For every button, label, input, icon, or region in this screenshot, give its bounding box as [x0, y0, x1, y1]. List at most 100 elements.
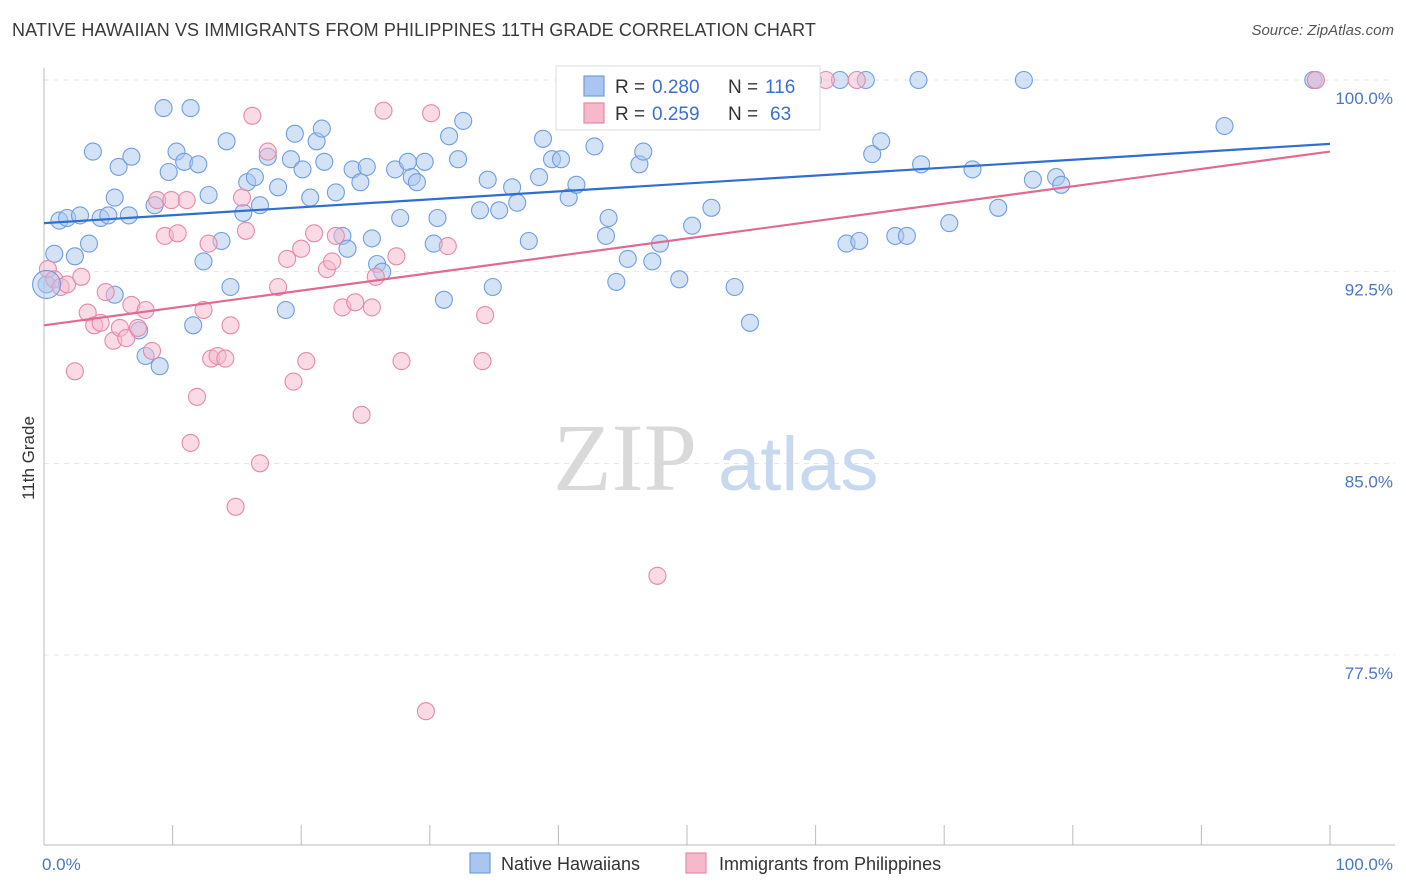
point-1-55: [438, 237, 457, 256]
point-0-6: [79, 234, 99, 253]
point-0-61: [428, 208, 447, 228]
point-0-98: [850, 231, 869, 251]
bottom-legend-swatch-philippines: [685, 852, 707, 874]
point-0-113: [1215, 116, 1234, 136]
point-0-51: [362, 229, 381, 248]
point-0-9: [99, 206, 118, 225]
point-0-66: [470, 201, 490, 220]
point-1-47: [352, 405, 371, 424]
y-axis-title: 11th Grade: [19, 416, 38, 500]
point-0-31: [234, 203, 253, 222]
watermark-atlas: atlas: [718, 422, 879, 507]
point-0-12: [109, 157, 128, 176]
point-0-36: [269, 178, 288, 197]
point-1-43: [323, 252, 342, 271]
point-0-109: [1014, 70, 1033, 90]
point-1-31: [232, 188, 252, 207]
y-tick-label-0: 77.5%: [1345, 664, 1393, 683]
point-1-50: [374, 101, 393, 120]
point-1-33: [243, 106, 262, 125]
point-0-1: [45, 244, 64, 263]
point-1-23: [187, 387, 207, 406]
legend-r-label-2: R =: [615, 104, 645, 125]
point-1-35: [258, 142, 277, 161]
point-0-82: [599, 208, 618, 228]
watermark-zip: ZIP: [553, 404, 697, 511]
point-1-34: [250, 454, 270, 473]
point-0-72: [519, 231, 538, 251]
point-1-61: [847, 70, 866, 90]
trend-line-0: [43, 142, 1331, 225]
point-1-62: [1306, 70, 1325, 90]
point-0-101: [872, 132, 891, 151]
point-0-112: [1052, 175, 1071, 194]
data-points: [32, 70, 1325, 721]
point-0-85: [618, 249, 637, 268]
point-0-100: [863, 145, 882, 164]
point-1-54: [422, 104, 441, 123]
point-0-14: [122, 147, 141, 166]
point-0-91: [683, 216, 702, 235]
point-1-16: [142, 341, 162, 360]
legend-r-value-2: 0.259: [652, 104, 700, 125]
trend-line-1: [43, 150, 1331, 327]
legend-n-value-2: 63: [770, 104, 791, 125]
point-1-30: [226, 497, 245, 516]
point-0-83: [607, 272, 626, 291]
x-tick-label-0: 0.0%: [42, 855, 81, 874]
point-0-20: [159, 162, 178, 182]
legend-swatch-philippines: [583, 102, 605, 124]
point-1-24: [194, 300, 213, 320]
trend-lines: [43, 142, 1331, 327]
chart-source: Source: ZipAtlas.com: [1251, 22, 1394, 39]
point-cluster-origin: [32, 269, 62, 299]
point-1-36: [269, 277, 288, 297]
point-1-53: [416, 702, 435, 721]
legend-n-label-2: N =: [728, 104, 758, 125]
point-0-110: [1023, 170, 1042, 189]
point-0-80: [585, 137, 604, 156]
bottom-legend-philippines: Immigrants from Philippines: [719, 854, 941, 874]
point-0-26: [194, 252, 213, 271]
point-1-51: [387, 247, 406, 266]
point-0-106: [940, 214, 959, 233]
series-native-hawaiians: [37, 70, 1325, 376]
point-1-46: [346, 293, 365, 312]
legend-r-label-1: R =: [615, 77, 645, 98]
point-0-108: [989, 198, 1008, 217]
point-1-22: [181, 433, 200, 452]
point-0-62: [434, 290, 453, 309]
point-1-57: [476, 306, 495, 325]
point-0-93: [725, 277, 744, 297]
point-1-25: [199, 234, 218, 253]
point-0-39: [285, 124, 304, 143]
point-0-37: [276, 300, 295, 320]
point-1-52: [392, 352, 411, 371]
legend: R = 0.280 N = 116 R = 0.259 N = 63: [555, 65, 821, 131]
y-tick-label-3: 100.0%: [1335, 89, 1393, 108]
point-0-87: [634, 142, 653, 161]
point-0-19: [154, 99, 173, 118]
point-1-9: [96, 283, 115, 302]
point-0-33: [245, 168, 264, 187]
point-1-56: [473, 352, 492, 371]
point-0-43: [312, 119, 331, 138]
bottom-legend-swatch-native-hawaiians: [469, 852, 491, 874]
point-0-40: [293, 160, 312, 179]
point-1-14: [128, 318, 147, 337]
point-0-25: [189, 155, 208, 174]
point-0-4: [65, 247, 84, 266]
point-1-40: [297, 352, 316, 371]
point-0-45: [326, 183, 345, 202]
point-0-18: [150, 357, 169, 376]
point-0-92: [702, 198, 721, 217]
y-tick-labels: 77.5% 85.0% 92.5% 100.0%: [1335, 89, 1393, 683]
point-0-7: [83, 142, 102, 161]
point-0-76: [551, 150, 571, 169]
bottom-legend: Native Hawaiians Immigrants from Philipp…: [469, 852, 941, 874]
y-tick-label-2: 92.5%: [1345, 281, 1393, 300]
point-0-67: [478, 170, 497, 189]
point-0-23: [181, 99, 200, 118]
chart-title: NATIVE HAWAIIAN VS IMMIGRANTS FROM PHILI…: [12, 20, 816, 40]
